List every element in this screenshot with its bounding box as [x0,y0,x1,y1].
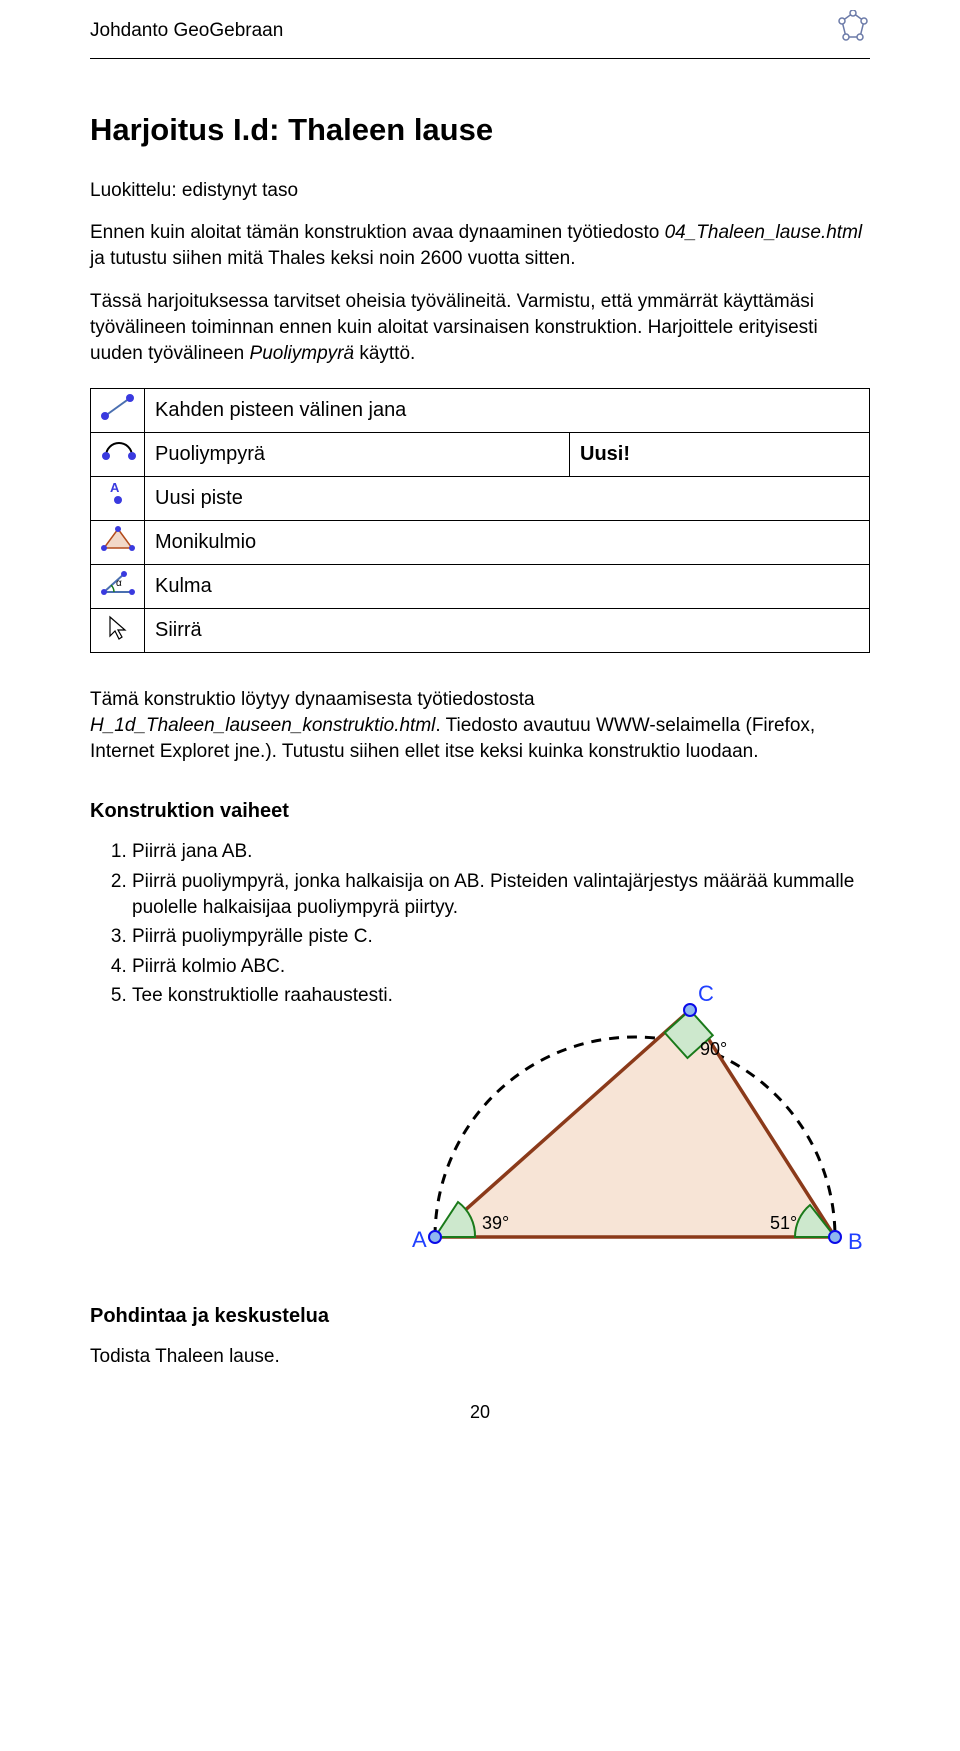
angle-right-label: 51° [770,1213,797,1233]
p3-text-a: Tämä konstruktio löytyy dynaamisesta työ… [90,689,535,710]
point-c-label: C [698,981,714,1006]
tool-label: Siirrä [145,609,870,653]
classification-line: Luokittelu: edistynyt taso [90,178,870,204]
p2-toolname: Puoliympyrä [250,343,355,364]
svg-text:α: α [116,578,122,589]
new-badge: Uusi! [570,433,870,477]
table-row: Puoliympyrä Uusi! [91,433,870,477]
p1-text-a: Ennen kuin aloitat tämän konstruktion av… [90,222,665,243]
cursor-icon [91,609,145,653]
table-row: A Uusi piste [91,477,870,521]
semicircle-icon [91,433,145,477]
intro-paragraph-2: Tässä harjoituksessa tarvitset oheisia t… [90,289,870,366]
table-row: Siirrä [91,609,870,653]
tool-label: Monikulmio [145,521,870,565]
page-header: Johdanto GeoGebraan [90,0,870,59]
angle-icon: α [91,565,145,609]
page-number: 20 [90,1400,870,1424]
p3-filename: H_1d_Thaleen_lauseen_konstruktio.html [90,715,435,736]
svg-text:A: A [110,480,120,495]
segment-icon [91,389,145,433]
point-a-label: A [412,1227,427,1252]
tool-label: Kahden pisteen välinen jana [145,389,870,433]
table-row: Kahden pisteen välinen jana [91,389,870,433]
tool-label: Uusi piste [145,477,870,521]
list-item: Piirrä jana AB. [132,839,870,865]
page-title: Harjoitus I.d: Thaleen lause [90,109,870,151]
p3: Tämä konstruktio löytyy dynaamisesta työ… [90,687,870,764]
thales-figure: 39° 51° 90° A B C [90,977,870,1267]
list-item: Piirrä puoliympyrä, jonka halkaisija on … [132,869,870,920]
steps-heading: Konstruktion vaiheet [90,798,870,825]
tool-label: Puoliympyrä [145,433,570,477]
angle-top-label: 90° [700,1039,727,1059]
discussion-heading: Pohdintaa ja keskustelua [90,1303,870,1330]
header-logo-icon [836,10,870,52]
point-icon: A [91,477,145,521]
table-row: Monikulmio [91,521,870,565]
discussion-line: Todista Thaleen lause. [90,1344,870,1370]
intro-paragraph-1: Ennen kuin aloitat tämän konstruktion av… [90,220,870,271]
polygon-icon [91,521,145,565]
p2-text-a: Tässä harjoituksessa tarvitset oheisia t… [90,291,818,363]
list-item: Piirrä kolmio ABC. [132,954,870,980]
p2-text-b: käyttö. [354,343,415,364]
tools-table: Kahden pisteen välinen jana Puoliympyrä … [90,388,870,653]
point-b-label: B [848,1229,863,1254]
header-title: Johdanto GeoGebraan [90,18,283,44]
p1-filename: 04_Thaleen_lause.html [665,222,863,243]
angle-left-label: 39° [482,1213,509,1233]
p1-text-b: ja tutustu siihen mitä Thales keksi noin… [90,248,575,269]
table-row: α Kulma [91,565,870,609]
tool-label: Kulma [145,565,870,609]
list-item: Piirrä puoliympyrälle piste C. [132,924,870,950]
